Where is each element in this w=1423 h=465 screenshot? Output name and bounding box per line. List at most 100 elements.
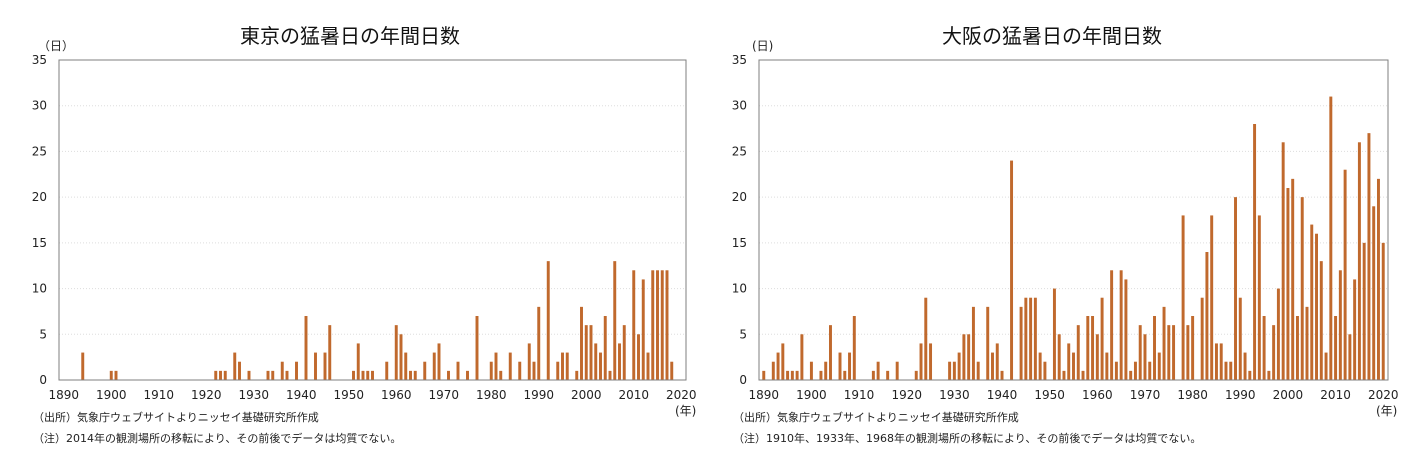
bar	[409, 370, 412, 380]
bar	[1024, 297, 1028, 380]
x-tick-label: 1920	[891, 388, 922, 402]
bar	[632, 270, 636, 380]
bar	[589, 325, 593, 380]
bar	[651, 270, 655, 380]
bar	[580, 306, 583, 380]
bar	[1300, 197, 1304, 380]
bar	[314, 352, 317, 380]
bar	[843, 370, 847, 380]
x-tick-label: 2020	[1368, 388, 1399, 402]
x-tick-label: 1940	[987, 388, 1018, 402]
bar	[1062, 370, 1066, 380]
bar	[561, 352, 564, 380]
bar	[1100, 297, 1104, 380]
bar	[637, 334, 640, 380]
bar	[518, 361, 522, 380]
y-tick-label: 0	[739, 373, 747, 387]
bar	[871, 370, 875, 380]
x-tick-label: 1900	[96, 388, 127, 402]
x-tick-label: 1910	[844, 388, 875, 402]
bar	[1095, 334, 1099, 380]
bar	[819, 370, 823, 380]
x-tick-label: 1980	[476, 388, 507, 402]
bar	[537, 306, 541, 380]
bar	[304, 316, 308, 380]
bar	[456, 361, 460, 380]
bar	[371, 370, 374, 380]
bar	[1210, 215, 1214, 380]
bar	[1205, 252, 1209, 380]
bar	[413, 370, 417, 380]
bar	[838, 352, 842, 380]
x-tick-label: 1890	[48, 388, 79, 402]
bar	[475, 316, 479, 380]
bar	[646, 352, 650, 380]
bar	[1376, 178, 1380, 380]
bar	[271, 370, 275, 380]
bar	[437, 343, 441, 380]
bar	[432, 352, 436, 380]
y-tick-label: 0	[39, 373, 47, 387]
bar	[1110, 270, 1114, 380]
x-tick-label: 1910	[143, 388, 174, 402]
bar	[1219, 343, 1223, 380]
bar	[852, 316, 856, 380]
bar	[895, 361, 899, 380]
bar	[399, 334, 403, 380]
bar	[1329, 96, 1333, 381]
bar	[1086, 316, 1090, 380]
bar	[1148, 361, 1152, 380]
bar	[1162, 306, 1166, 380]
bar	[556, 361, 560, 380]
bar	[1067, 343, 1071, 380]
x-tick-label: 1960	[1082, 388, 1113, 402]
bar	[114, 370, 118, 380]
bar	[1200, 297, 1204, 380]
bar	[824, 361, 828, 380]
bar	[929, 343, 933, 380]
bar	[1253, 124, 1257, 380]
bar	[962, 334, 966, 380]
bar	[295, 361, 298, 380]
bar	[1305, 306, 1309, 380]
x-tick-label: 1990	[1225, 388, 1256, 402]
y-tick-label: 15	[732, 236, 747, 250]
x-tick-label: 2020	[666, 388, 697, 402]
bar	[1276, 288, 1280, 380]
x-axis-unit-label: (年)	[675, 404, 697, 418]
bar	[1119, 270, 1123, 380]
bar	[967, 334, 971, 380]
bar	[613, 261, 617, 380]
source-note: （出所）気象庁ウェブサイトよりニッセイ基礎研究所作成	[733, 411, 1019, 424]
bar	[1143, 334, 1147, 380]
y-axis-unit-label: （日）	[38, 39, 75, 53]
y-tick-label: 10	[732, 282, 747, 296]
bar	[508, 352, 512, 380]
y-tick-label: 35	[32, 53, 47, 67]
plot-frame	[758, 59, 1389, 381]
bar	[1324, 352, 1328, 380]
bar	[1281, 142, 1285, 380]
y-tick-label: 5	[739, 327, 747, 341]
bar	[1286, 188, 1290, 380]
bar	[603, 316, 607, 380]
x-tick-label: 1940	[286, 388, 317, 402]
bar	[1272, 325, 1276, 380]
bar	[991, 352, 994, 380]
bar	[1338, 270, 1342, 380]
bar	[1091, 316, 1095, 380]
bar	[1029, 297, 1033, 380]
bar	[599, 352, 602, 380]
bar	[1214, 343, 1218, 380]
bar	[1038, 352, 1042, 380]
bar	[976, 361, 980, 380]
bar	[776, 352, 780, 380]
x-tick-label: 1980	[1177, 388, 1208, 402]
bar	[1138, 325, 1142, 380]
x-tick-label: 1950	[1034, 388, 1065, 402]
bar	[886, 370, 890, 380]
bar	[1186, 325, 1190, 380]
bar	[233, 352, 237, 380]
bar	[1334, 316, 1338, 380]
bar	[527, 343, 531, 380]
